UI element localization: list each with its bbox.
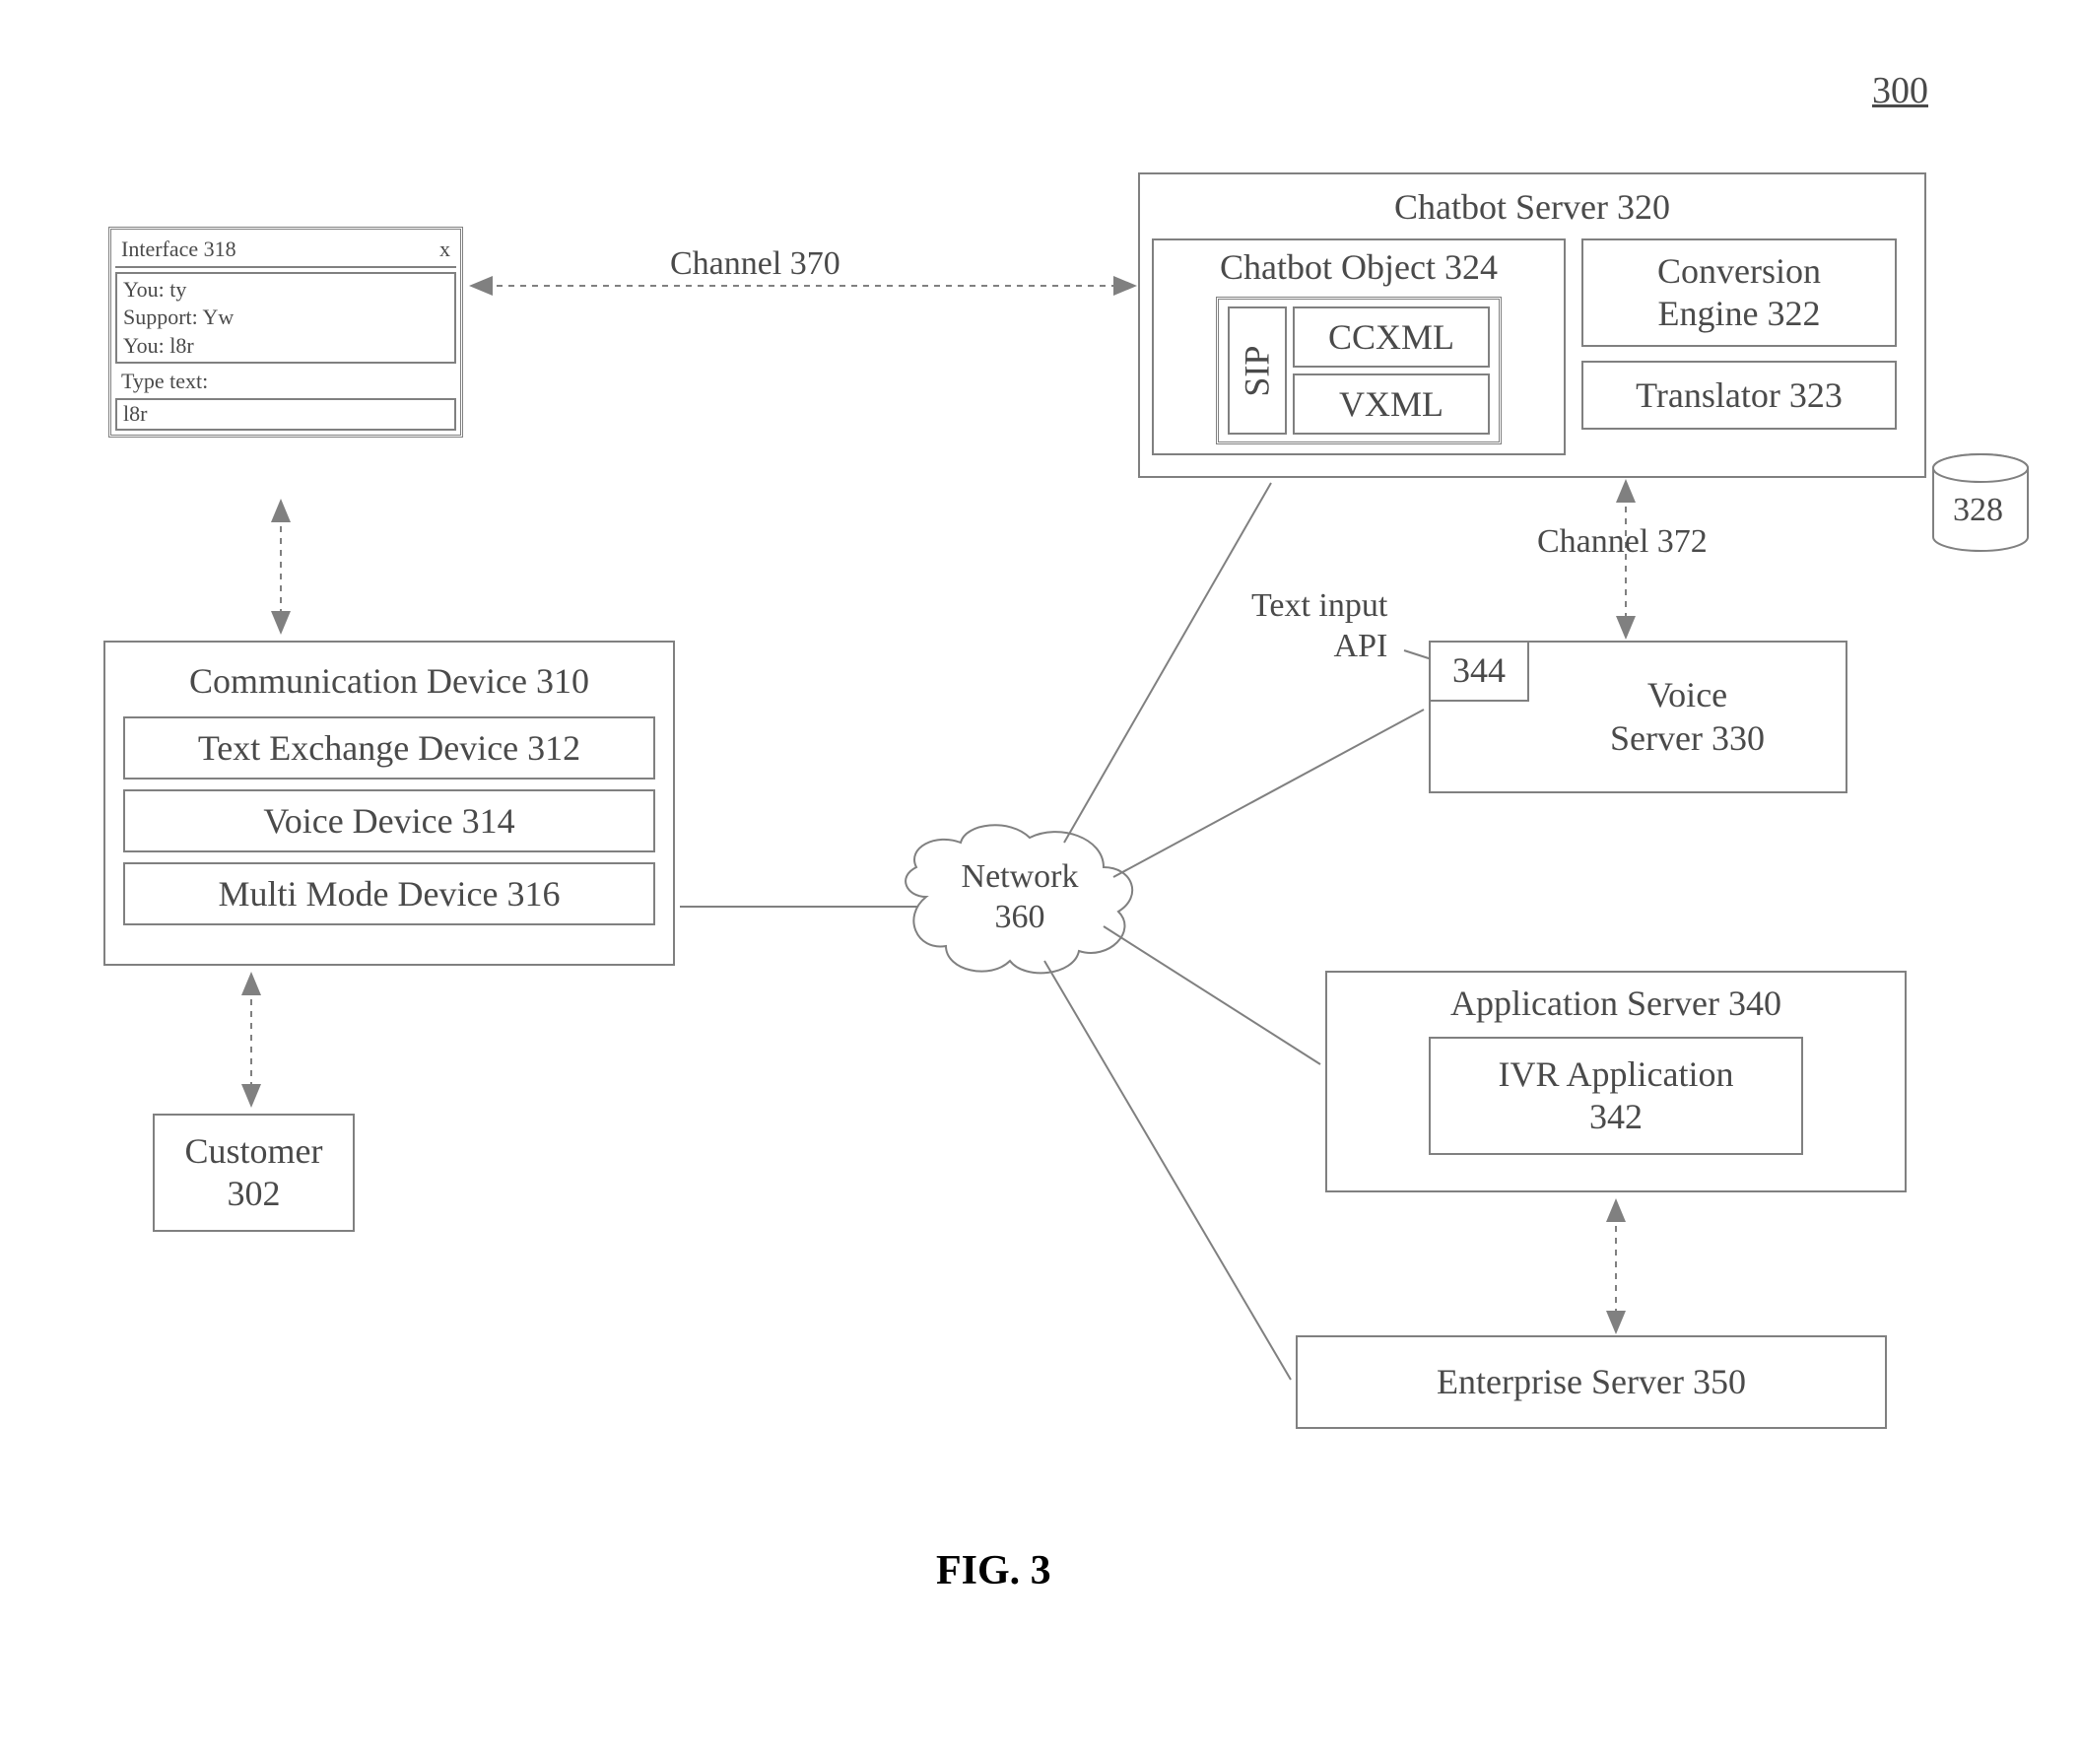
voice-device: Voice Device 314 [123,789,655,852]
chatbot-object-box: Chatbot Object 324 SIP CCXML VXML [1152,238,1566,455]
chatbot-server-title: Chatbot Server 320 [1394,186,1670,229]
diagram-canvas: 300 [0,0,2081,1764]
network-label: Network 360 [956,857,1084,938]
app-server-title: Application Server 340 [1450,983,1781,1025]
ivr-label: IVR Application 342 [1499,1053,1734,1138]
voice-server-title: Voice Server 330 [1610,674,1765,759]
network-line1: Network [956,857,1084,898]
chat-line: You: l8r [123,332,448,361]
translator-box: Translator 323 [1581,361,1897,430]
chat-line: You: ty [123,276,448,305]
figure-caption: FIG. 3 [936,1547,1051,1594]
chatbot-server-box: Chatbot Server 320 Chatbot Object 324 SI… [1138,172,1926,478]
network-line2: 360 [956,898,1084,938]
channel-372-label: Channel 372 [1537,522,1708,563]
channel-370-label: Channel 370 [670,244,840,285]
text-exchange-device: Text Exchange Device 312 [123,716,655,780]
close-icon[interactable]: x [439,236,450,264]
text-input-api-label: Text input API [1251,586,1387,667]
customer-number: 302 [228,1173,281,1215]
application-server-box: Application Server 340 IVR Application 3… [1325,971,1907,1192]
multi-mode-device: Multi Mode Device 316 [123,862,655,925]
comm-device-title: Communication Device 310 [189,660,589,703]
figure-number: 300 [1872,69,1928,112]
api-344-box: 344 [1431,643,1529,702]
enterprise-server-box: Enterprise Server 350 [1296,1335,1887,1429]
ivr-application-box: IVR Application 342 [1429,1037,1803,1155]
interface-window: Interface 318 x You: ty Support: Yw You:… [108,227,463,438]
customer-box: Customer 302 [153,1114,355,1232]
interface-title: Interface 318 [121,236,236,264]
protocol-group: SIP CCXML VXML [1216,297,1502,444]
conversion-engine-box: Conversion Engine 322 [1581,238,1897,347]
chat-log: You: ty Support: Yw You: l8r [115,272,456,365]
voice-server-box: 344 Voice Server 330 [1429,641,1847,793]
vxml-box: VXML [1293,373,1490,435]
communication-device-box: Communication Device 310 Text Exchange D… [103,641,675,966]
chatbot-object-title: Chatbot Object 324 [1220,246,1498,289]
conversion-engine-label: Conversion Engine 322 [1657,250,1821,335]
ccxml-box: CCXML [1293,306,1490,368]
text-input[interactable]: l8r [115,398,456,431]
chat-line: Support: Yw [123,304,448,332]
input-prompt: Type text: [115,364,456,396]
customer-label: Customer [185,1130,323,1173]
sip-box: SIP [1228,306,1287,435]
db-label: 328 [1953,491,2003,531]
sip-label: SIP [1236,345,1278,396]
